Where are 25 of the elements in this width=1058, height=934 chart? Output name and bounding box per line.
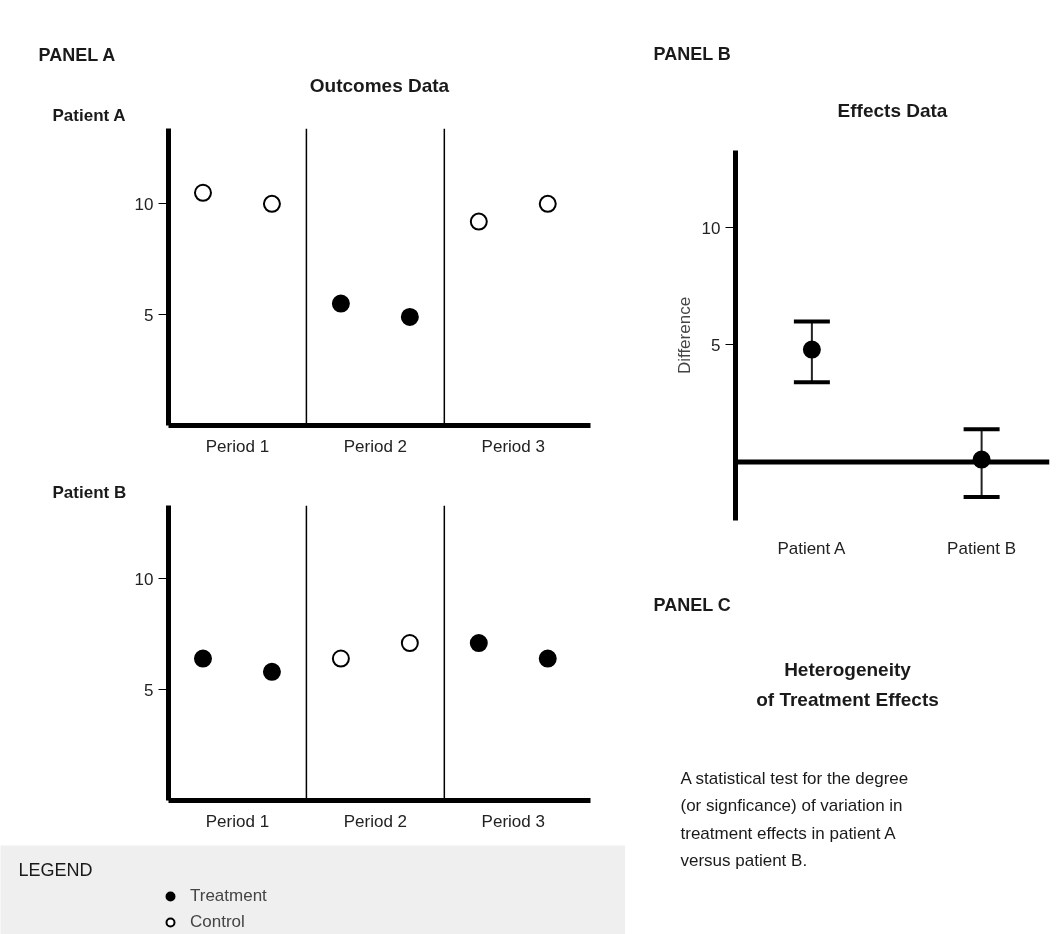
x-tick-label: Period 3 (481, 436, 545, 456)
x-tick-label: Period 1 (205, 811, 270, 831)
y-tick-label: 5 (711, 335, 721, 355)
text: Outcomes Data (309, 74, 450, 96)
legend-label: Control (190, 912, 245, 932)
legend-label: Treatment (190, 886, 267, 906)
chart-title: Patient A (52, 105, 126, 125)
x-tick-label: Period 1 (205, 436, 270, 456)
text: Heterogeneity of Treatment Effects (756, 658, 939, 710)
text: A statistical test for the degree (or signficance) of variation in treatment effects in patient A versus patient B. (680, 768, 909, 871)
legend-title: LEGEND (18, 859, 93, 880)
x-tick-label: Period 2 (343, 811, 408, 831)
y-tick-label: 10 (134, 569, 154, 589)
text: PANEL C (653, 594, 731, 615)
y-tick-label: 5 (144, 680, 154, 700)
y-tick-label: 10 (701, 218, 721, 238)
y-tick-label: 10 (134, 194, 154, 214)
x-tick-label: Period 3 (481, 811, 545, 831)
chart-title: Effects Data (837, 99, 948, 121)
x-tick-label: Period 2 (343, 436, 408, 456)
text: PANEL B (653, 43, 731, 64)
chart-title: Patient B (52, 482, 127, 502)
text: PANEL A (38, 44, 116, 65)
y-axis-title: Difference (674, 296, 694, 375)
y-tick-label: 5 (144, 305, 154, 325)
